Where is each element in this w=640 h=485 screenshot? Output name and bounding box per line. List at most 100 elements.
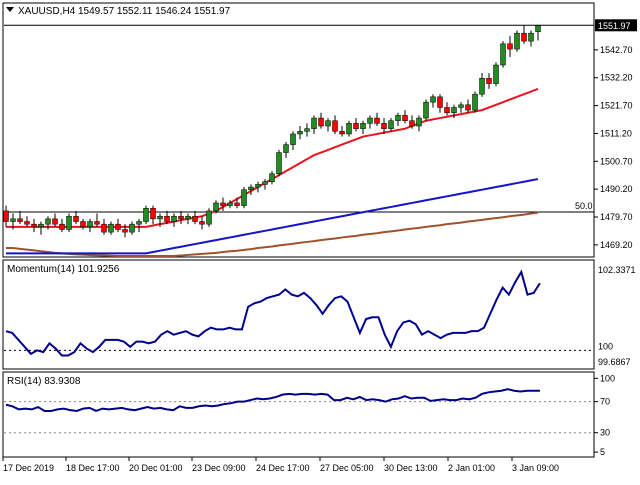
candle-body bbox=[17, 218, 23, 222]
candle-body bbox=[171, 215, 177, 222]
candle-body bbox=[269, 173, 275, 182]
candle-body bbox=[213, 202, 219, 212]
x-tick-label: 20 Dec 01:00 bbox=[129, 463, 183, 473]
candle-body bbox=[3, 210, 9, 222]
momentum-tick-label: 102.3371 bbox=[598, 265, 636, 275]
rsi-tick-label: 100 bbox=[600, 373, 615, 383]
momentum-panel-frame bbox=[2, 259, 595, 370]
candle-body bbox=[311, 117, 317, 129]
x-tick-label: 30 Dec 13:00 bbox=[384, 463, 438, 473]
candle-body bbox=[318, 117, 324, 127]
rsi-tick-label: 70 bbox=[600, 397, 610, 407]
candle-body bbox=[486, 78, 492, 84]
candle-body bbox=[290, 133, 296, 145]
candle-body bbox=[255, 184, 261, 188]
candle-body bbox=[164, 215, 170, 222]
candle-body bbox=[101, 223, 107, 233]
candle-body bbox=[507, 43, 513, 50]
candle-body bbox=[479, 78, 485, 95]
price-panel-frame bbox=[2, 2, 595, 258]
candle-body bbox=[402, 115, 408, 121]
axes: 1469.20 1479.70 1490.20 1500.70 1511.20 1521.… bbox=[2, 45, 636, 473]
x-tick-label: 23 Dec 09:00 bbox=[192, 463, 246, 473]
candle-body bbox=[500, 43, 506, 66]
price-tick-label: 1479.70 bbox=[600, 212, 633, 222]
candle-body bbox=[45, 218, 51, 225]
candle-body bbox=[353, 123, 359, 129]
candle-body bbox=[262, 181, 268, 185]
rsi-plot-area: RSI(14) 83.9308 bbox=[4, 376, 594, 434]
candle-body bbox=[325, 120, 331, 127]
candle-body bbox=[241, 189, 247, 206]
price-plot-area: 50.0 1551.97 bbox=[3, 19, 637, 257]
ohlc-values: 1549.57 1552.11 1546.24 1551.97 bbox=[78, 6, 231, 17]
rsi-line bbox=[5, 388, 540, 413]
candle-body bbox=[73, 215, 79, 222]
x-tick-label: 2 Jan 01:00 bbox=[448, 463, 495, 473]
rsi-panel-frame bbox=[2, 371, 595, 458]
candle-body bbox=[206, 210, 212, 225]
candle-body bbox=[528, 32, 534, 42]
candle-body bbox=[24, 221, 30, 225]
candle-body bbox=[178, 215, 184, 220]
candle-body bbox=[346, 123, 352, 135]
current-price-label: 1551.97 bbox=[598, 21, 631, 31]
candle-body bbox=[94, 221, 100, 225]
momentum-line bbox=[5, 269, 541, 357]
candle-body bbox=[374, 117, 380, 124]
candle-body bbox=[115, 223, 121, 230]
momentum-title: Momentum(14) 101.9256 bbox=[7, 264, 120, 275]
candle-body bbox=[395, 115, 401, 121]
price-tick-label: 1469.20 bbox=[600, 240, 633, 250]
candle-body bbox=[276, 152, 282, 175]
candle-body bbox=[10, 218, 16, 222]
candle-body bbox=[31, 223, 37, 228]
x-tick-label: 24 Dec 17:00 bbox=[256, 463, 310, 473]
candle-body bbox=[87, 221, 93, 228]
chart-menu-arrow-icon[interactable] bbox=[6, 7, 14, 12]
candle-body bbox=[381, 123, 387, 129]
candle-body bbox=[108, 223, 114, 233]
candle-body bbox=[66, 215, 72, 230]
candle-body bbox=[185, 215, 191, 220]
price-tick-label: 1532.20 bbox=[600, 73, 633, 83]
ma-fast-line bbox=[6, 87, 539, 228]
x-tick-label: 3 Jan 09:00 bbox=[512, 463, 559, 473]
price-tick-label: 1542.70 bbox=[600, 45, 633, 55]
candle-body bbox=[192, 215, 198, 222]
rsi-tick-label: 30 bbox=[600, 428, 610, 438]
candle-body bbox=[472, 93, 478, 111]
candle-body bbox=[234, 202, 240, 206]
candle-body bbox=[367, 117, 373, 124]
x-tick-label: 18 Dec 17:00 bbox=[66, 463, 120, 473]
x-tick-label: 17 Dec 2019 bbox=[3, 463, 54, 473]
ma-mid-line bbox=[6, 178, 539, 255]
level-label: 50.0 bbox=[575, 201, 593, 211]
candle-body bbox=[220, 202, 226, 206]
candle-body bbox=[360, 123, 366, 129]
candle-body bbox=[332, 120, 338, 132]
candle-body bbox=[59, 223, 65, 230]
candle-body bbox=[339, 131, 345, 135]
candle-body bbox=[38, 223, 44, 228]
current-price-badge bbox=[595, 19, 637, 32]
candle-body bbox=[535, 25, 541, 32]
candle-body bbox=[129, 223, 135, 233]
candle-body bbox=[423, 101, 429, 119]
price-tick-label: 1500.70 bbox=[600, 156, 633, 166]
candle-body bbox=[451, 107, 457, 114]
price-tick-label: 1511.20 bbox=[600, 128, 632, 138]
candle-body bbox=[248, 186, 254, 190]
candle-body bbox=[437, 96, 443, 108]
candle-body bbox=[493, 64, 499, 84]
candle-body bbox=[416, 117, 422, 127]
rsi-tick-label: 5 bbox=[600, 447, 605, 457]
candle-body bbox=[199, 221, 205, 225]
candle-body bbox=[388, 120, 394, 129]
candle-body bbox=[304, 128, 310, 132]
candle-body bbox=[136, 221, 142, 225]
candle-body bbox=[227, 202, 233, 206]
price-tick-label: 1521.70 bbox=[600, 101, 633, 111]
